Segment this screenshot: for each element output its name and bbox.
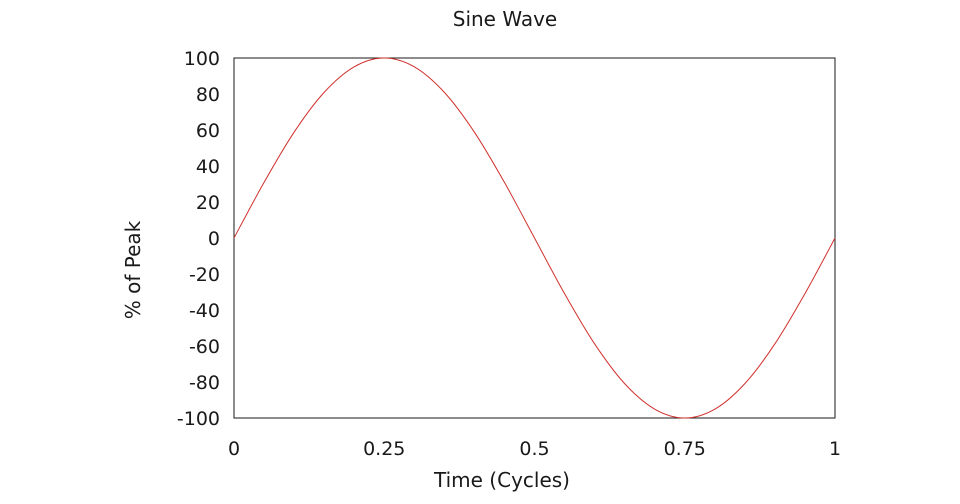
y-tick-label: 40 xyxy=(196,156,220,178)
y-tick-label: -40 xyxy=(189,300,220,322)
y-tick-label: -20 xyxy=(189,264,220,286)
y-tick-label: 60 xyxy=(196,120,220,142)
x-tick-label: 0 xyxy=(228,438,240,460)
y-tick-label: -80 xyxy=(189,372,220,394)
chart-title: Sine Wave xyxy=(453,7,557,31)
y-tick-label: 0 xyxy=(208,228,220,250)
y-tick-label: -60 xyxy=(189,336,220,358)
y-axis-ticks: 100 80 60 40 20 0 -20 -40 -60 -80 -100 xyxy=(177,48,220,430)
sine-series-line xyxy=(233,57,836,419)
x-tick-label: 0.75 xyxy=(664,438,706,460)
y-tick-label: -100 xyxy=(177,408,220,430)
x-tick-label: 1 xyxy=(829,438,841,460)
x-axis-label: Time (Cycles) xyxy=(433,468,570,492)
y-tick-label: 80 xyxy=(196,84,220,106)
x-tick-label: 0.25 xyxy=(363,438,405,460)
x-tick-label: 0.5 xyxy=(519,438,549,460)
y-axis-label: % of Peak xyxy=(121,220,145,319)
y-tick-label: 20 xyxy=(196,192,220,214)
y-tick-label: 100 xyxy=(184,48,220,70)
x-axis-ticks: 0 0.25 0.5 0.75 1 xyxy=(228,438,841,460)
